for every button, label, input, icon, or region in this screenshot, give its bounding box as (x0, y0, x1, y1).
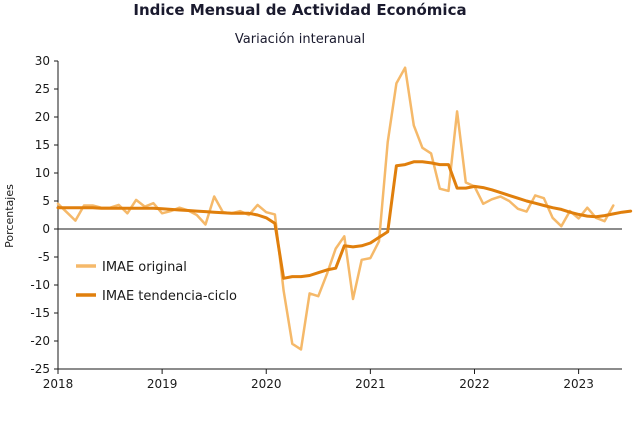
y-axis-label: Porcentajes (3, 184, 16, 248)
y-tick-label: 30 (35, 54, 50, 68)
y-tick-label: -20 (30, 334, 50, 348)
chart-subtitle: Variación interanual (235, 32, 365, 47)
series-line-original (56, 66, 615, 351)
x-tick-label: 2023 (563, 377, 594, 391)
y-tick-label: 15 (35, 138, 50, 152)
series-line-trend (56, 160, 633, 280)
y-tick-label: 10 (35, 166, 50, 180)
x-tick-label: 2021 (355, 377, 386, 391)
plot-area: -25 -20 -15 -10 -5 0 5 10 15 20 25 30 2018 2019 2020 20… (30, 54, 633, 391)
y-tick-label: -5 (38, 250, 50, 264)
x-tick-label: 2018 (43, 377, 74, 391)
chart-title: Indice Mensual de Actividad Económica (133, 1, 466, 19)
x-tick-label: 2020 (251, 377, 282, 391)
y-tick-label: -10 (30, 278, 50, 292)
y-tick-label: -15 (30, 306, 50, 320)
y-tick-label: -25 (30, 362, 50, 376)
y-tick-label: 5 (42, 194, 50, 208)
y-tick-label: 0 (42, 222, 50, 236)
x-tick-label: 2019 (147, 377, 178, 391)
legend: IMAE original IMAE tendencia-ciclo (76, 260, 237, 304)
y-tick-label: 20 (35, 110, 50, 124)
legend-label-original: IMAE original (102, 260, 187, 275)
x-tick-label: 2022 (459, 377, 490, 391)
legend-label-trend: IMAE tendencia-ciclo (102, 289, 237, 304)
y-tick-label: 25 (35, 82, 50, 96)
